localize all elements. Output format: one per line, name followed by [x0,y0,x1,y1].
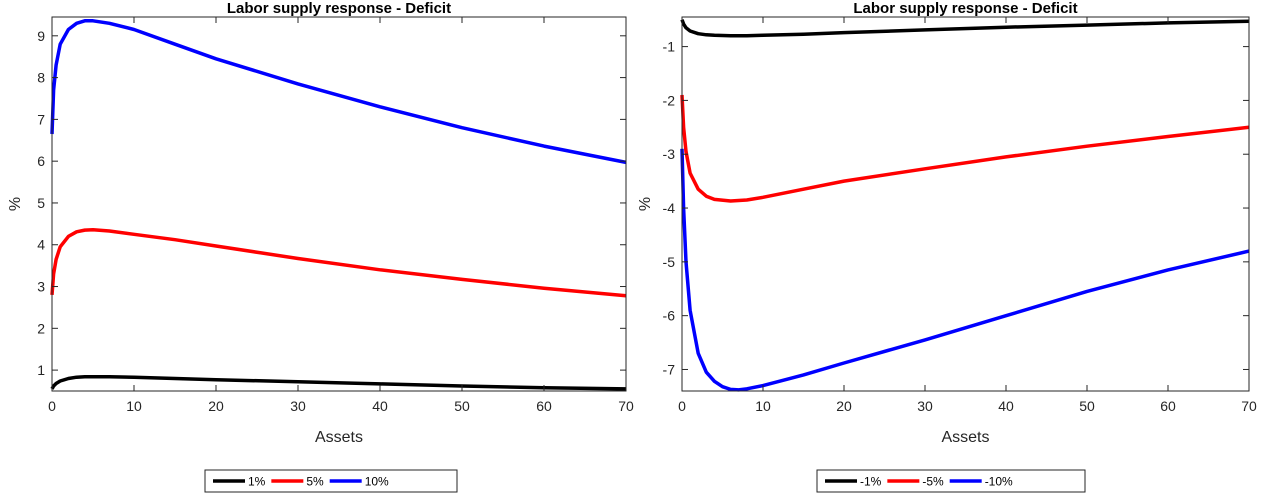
y-tick-label: 2 [37,320,45,336]
y-tick-label: -3 [663,146,676,162]
legend: -1% -5% -10% [816,469,1086,493]
y-axis-label: % [637,197,654,211]
series-line--1pct [680,19,1250,38]
y-tick-label: 1 [37,362,45,378]
series-line--5pct [680,94,1250,203]
legend: 1% 5% 10% [204,469,458,493]
x-tick-label: 60 [536,398,552,414]
legend-label: -5% [922,475,944,489]
y-tick-label: 6 [37,153,45,169]
x-tick-label: 30 [917,398,933,414]
legend-label: 5% [306,475,324,489]
y-tick-label: 4 [37,237,45,253]
y-tick-label: 7 [37,111,45,127]
series-line-10pct [50,19,627,165]
y-axis-label: % [7,197,24,211]
x-tick-label: 40 [372,398,388,414]
x-axis-label: Assets [941,429,989,446]
chart-panel-2: 0 10 20 30 40 50 60 70 -7 -6 -5 -4 -3 -2 -1 Labor suppl… [637,0,1257,493]
x-tick-label: 10 [755,398,771,414]
y-tick-label: 3 [37,279,45,295]
axes-box [51,16,627,392]
legend-label: 1% [248,475,266,489]
series-line-1pct [50,375,627,391]
legend-label: -10% [985,475,1013,489]
plot-area [682,17,1249,391]
x-axis-label: Assets [315,429,363,446]
x-tick-label: 10 [126,398,142,414]
x-tick-label: 30 [290,398,306,414]
chart-panel-1: 0 10 20 30 40 50 60 70 1 2 3 4 5 6 7 8 9 Labor supply res… [7,0,634,493]
x-tick-label: 50 [1079,398,1095,414]
x-tick-label: 40 [998,398,1014,414]
x-tick-label: 20 [208,398,224,414]
series-line-5pct [50,227,627,298]
y-tick-label: -4 [663,200,676,216]
y-tick-label: 9 [37,28,45,44]
series-line--10pct [680,148,1250,392]
x-tick-label: 0 [678,398,686,414]
y-tick-label: 5 [37,195,45,211]
y-tick-label: -6 [663,308,676,324]
x-tick-label: 50 [454,398,470,414]
y-tick-label: -7 [663,361,676,377]
axes-box [681,16,1250,392]
y-tick-label: -1 [663,39,676,55]
chart-title: Labor supply response - Deficit [853,0,1077,17]
x-tick-label: 60 [1160,398,1176,414]
x-tick-label: 70 [1241,398,1257,414]
plot-area [52,17,626,391]
x-tick-label: 0 [48,398,56,414]
chart-title: Labor supply response - Deficit [227,0,451,17]
x-tick-label: 70 [618,398,634,414]
legend-label: 10% [365,475,389,489]
y-tick-label: -5 [663,254,676,270]
x-tick-label: 20 [836,398,852,414]
y-tick-label: -2 [663,92,676,108]
legend-label: -1% [860,475,882,489]
y-tick-label: 8 [37,70,45,86]
